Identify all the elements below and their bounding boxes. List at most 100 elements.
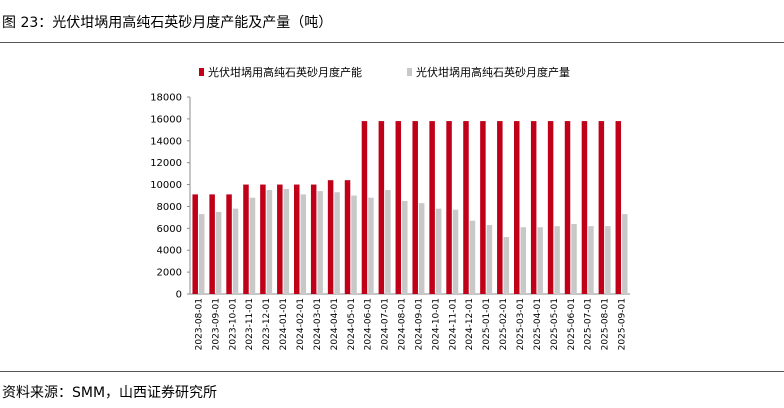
output-bar (402, 200, 408, 294)
output-bar (435, 208, 442, 294)
output-bar (588, 226, 594, 294)
output-bar (486, 225, 493, 294)
capacity-bar (480, 121, 486, 294)
y-tick-label: 18000 (150, 93, 182, 104)
output-bar (605, 226, 611, 294)
output-bar (622, 214, 628, 294)
output-bar (368, 197, 374, 294)
capacity-bar (294, 184, 300, 294)
y-tick-label: 16000 (150, 114, 182, 125)
y-tick-label: 2000 (157, 268, 182, 279)
legend-label-2: 光伏坩埚用高纯石英砂月度产量 (416, 65, 570, 79)
x-tick-label: 2024-03-01 (313, 298, 323, 350)
x-tick-label: 2024-08-01 (398, 298, 408, 350)
x-tick-label: 2025-09-01 (618, 298, 628, 350)
capacity-bar (463, 121, 469, 294)
y-tick-label: 8000 (157, 202, 182, 213)
legend-label-1: 光伏坩埚用高纯石英砂月度产能 (208, 65, 362, 79)
capacity-bar (395, 121, 402, 294)
x-tick-label: 2025-01-01 (482, 298, 492, 350)
capacity-bar (310, 184, 317, 294)
output-bar (503, 237, 510, 294)
capacity-bar (429, 121, 435, 294)
capacity-bar (547, 121, 554, 294)
x-tick-label: 2023-12-01 (262, 298, 272, 350)
capacity-bar (277, 184, 283, 294)
x-tick-label: 2024-12-01 (465, 298, 475, 350)
top-divider (0, 42, 784, 43)
capacity-bar (361, 121, 368, 294)
x-tick-label: 2025-02-01 (499, 298, 509, 350)
x-tick-label: 2025-05-01 (550, 298, 560, 350)
x-tick-label: 2024-07-01 (381, 298, 391, 350)
output-bar (198, 214, 205, 294)
output-bar (266, 190, 273, 294)
y-tick-label: 10000 (150, 180, 182, 191)
x-tick-label: 2023-10-01 (228, 298, 238, 350)
capacity-bar (497, 121, 503, 294)
output-bar (520, 227, 526, 294)
y-tick-label: 6000 (157, 224, 182, 235)
capacity-bar (581, 121, 588, 294)
y-tick-label: 0 (176, 290, 182, 301)
output-bar (334, 192, 340, 294)
output-bar (300, 194, 306, 294)
capacity-bar (378, 121, 385, 294)
capacity-bar (344, 180, 351, 294)
x-tick-label: 2024-05-01 (347, 298, 357, 350)
x-tick-label: 2023-09-01 (211, 298, 221, 350)
capacity-bar (412, 121, 418, 294)
capacity-bar (209, 194, 215, 294)
x-axis: 2023-08-01 2023-09-01 2023-10-01 2023-11-01… (190, 293, 630, 350)
y-tick-label: 4000 (157, 246, 182, 257)
capacity-bar (514, 121, 520, 294)
output-bar (215, 211, 222, 294)
output-bar (418, 203, 425, 294)
capacity-bar (530, 121, 537, 294)
bottom-divider (0, 371, 784, 372)
source-note: 资料来源：SMM，山西证券研究所 (2, 385, 218, 401)
capacity-bar (226, 194, 232, 294)
chart-legend: 光伏坩埚用高纯石英砂月度产能 光伏坩埚用高纯石英砂月度产量 (199, 65, 570, 79)
output-bar (283, 188, 290, 294)
output-bar (249, 197, 256, 294)
x-tick-label: 2023-11-01 (245, 298, 255, 350)
figure-title: 图 23：光伏坩埚用高纯石英砂月度产能及产量（吨） (2, 15, 333, 31)
bar-chart: 光伏坩埚用高纯石英砂月度产能 光伏坩埚用高纯石英砂月度产量 0 2000 4000 60… (150, 65, 630, 350)
capacity-bar (327, 180, 334, 294)
capacity-bar (598, 121, 605, 294)
y-tick-label: 14000 (150, 136, 182, 147)
output-bar (317, 191, 323, 294)
output-bar (537, 227, 543, 294)
output-bar (232, 208, 239, 294)
capacity-bar (446, 121, 452, 294)
x-tick-label: 2024-09-01 (414, 298, 424, 350)
output-bar (385, 190, 391, 294)
x-tick-label: 2023-08-01 (194, 298, 204, 350)
x-tick-label: 2024-11-01 (448, 298, 458, 350)
capacity-bar (260, 184, 266, 294)
output-bar (452, 209, 459, 294)
x-tick-label: 2024-06-01 (364, 298, 374, 350)
x-tick-label: 2024-04-01 (330, 298, 340, 350)
output-bar (351, 195, 357, 294)
y-tick-label: 12000 (150, 158, 182, 169)
x-tick-label: 2024-10-01 (431, 298, 441, 350)
x-tick-label: 2024-02-01 (296, 298, 306, 350)
output-bar (571, 223, 577, 294)
bars-group (192, 121, 628, 294)
output-bar (469, 220, 476, 294)
capacity-bar (192, 194, 198, 294)
y-axis: 0 2000 4000 6000 8000 10000 12000 14000 16000 180… (150, 93, 191, 301)
x-tick-label: 2025-03-01 (516, 298, 526, 350)
capacity-bar (615, 121, 622, 294)
x-tick-label: 2025-04-01 (533, 298, 543, 350)
legend-swatch-1 (199, 68, 204, 76)
capacity-bar (564, 121, 571, 294)
output-bar (554, 226, 560, 294)
capacity-bar (243, 184, 249, 294)
x-tick-label: 2025-08-01 (601, 298, 611, 350)
x-tick-label: 2025-06-01 (567, 298, 577, 350)
x-tick-label: 2024-01-01 (279, 298, 289, 350)
legend-swatch-2 (407, 68, 412, 76)
